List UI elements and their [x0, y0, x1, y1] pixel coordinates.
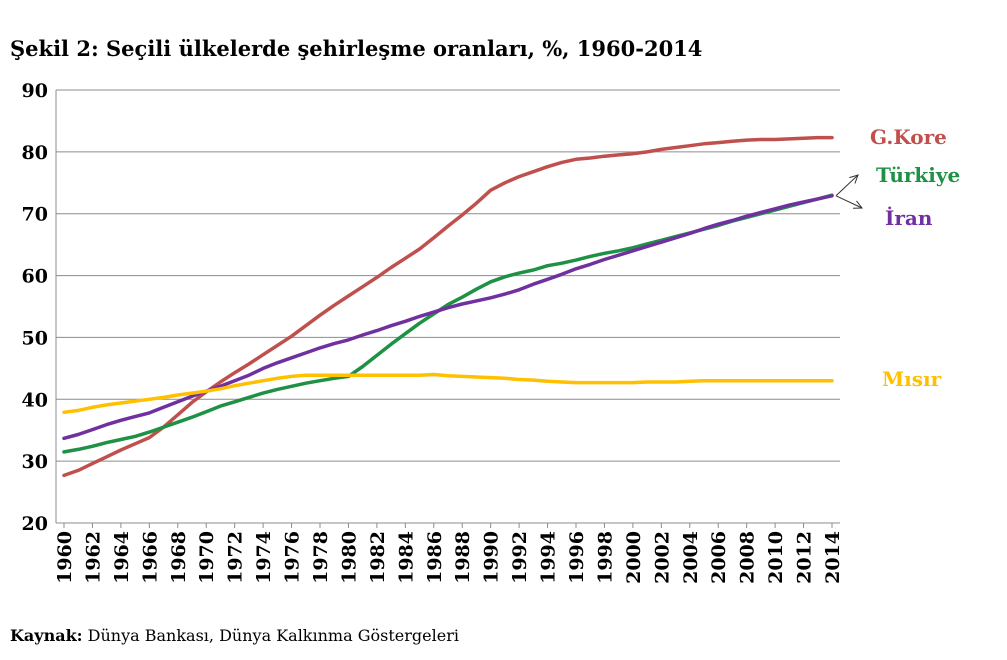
y-tick-90: 90: [22, 80, 48, 102]
y-tick-80: 80: [22, 142, 48, 164]
x-tick-1988: 1988: [452, 531, 474, 584]
x-tick-1974: 1974: [253, 531, 275, 584]
y-tick-40: 40: [22, 389, 48, 411]
y-tick-labels: 20 30 40 50 60 70 80 90: [22, 80, 48, 535]
series-label-Türkiye: Türkiye: [876, 163, 960, 187]
x-tick-1962: 1962: [82, 531, 104, 584]
x-tick-2004: 2004: [680, 531, 702, 584]
y-tick-20: 20: [22, 513, 48, 535]
arrow-to-turkiye: [835, 174, 859, 197]
x-tick-1964: 1964: [111, 531, 133, 584]
x-tick-1996: 1996: [566, 531, 588, 584]
y-tick-30: 30: [22, 451, 48, 473]
series-label-İran: İran: [885, 206, 933, 230]
x-tick-labels: 1960 1962 1964 1966 1968 1970 1972 1974 1976 1978…: [54, 531, 844, 584]
x-tick-1992: 1992: [509, 531, 531, 584]
x-tick-1972: 1972: [225, 531, 247, 584]
series-labels: G.Kore Türkiye İran Mısır: [870, 125, 960, 391]
series-line-İran: [62, 194, 834, 441]
arrow-to-iran-head: [853, 200, 864, 209]
x-tick-2010: 2010: [765, 531, 787, 584]
chart-title: Şekil 2: Seçili ülkelerde şehirleşme ora…: [10, 36, 703, 61]
gridlines: [56, 89, 840, 462]
x-tick-2014: 2014: [822, 531, 844, 584]
x-tick-1978: 1978: [310, 531, 332, 584]
x-tick-1970: 1970: [196, 531, 218, 584]
x-tick-1998: 1998: [594, 531, 616, 584]
series-label-G.Kore: G.Kore: [870, 125, 947, 149]
y-tick-70: 70: [22, 204, 48, 226]
x-tick-1980: 1980: [338, 531, 360, 584]
x-tick-1976: 1976: [282, 531, 304, 584]
x-tick-2006: 2006: [708, 531, 730, 584]
x-tick-1968: 1968: [168, 531, 190, 584]
x-tick-2000: 2000: [623, 531, 645, 584]
x-tick-2012: 2012: [794, 531, 816, 584]
source-label: Kaynak:: [10, 626, 83, 645]
x-tick-1982: 1982: [367, 531, 389, 584]
y-tick-50: 50: [22, 327, 48, 349]
x-tick-1990: 1990: [481, 531, 503, 584]
x-tick-1986: 1986: [424, 531, 446, 584]
source-text: Dünya Bankası, Dünya Kalkınma Göstergele…: [87, 626, 459, 645]
x-tick-2008: 2008: [737, 531, 759, 584]
series-line-G.Kore: [62, 135, 834, 478]
x-tick-1960: 1960: [54, 531, 76, 584]
series-lines: [62, 135, 834, 478]
arrow-to-turkiye-head: [849, 174, 859, 184]
y-tick-60: 60: [22, 266, 48, 288]
x-tick-2002: 2002: [651, 531, 673, 584]
axes: [55, 90, 840, 528]
label-arrows: [835, 174, 864, 209]
source-note: Kaynak: Dünya Bankası, Dünya Kalkınma Gö…: [10, 626, 459, 645]
x-tick-1994: 1994: [538, 531, 560, 584]
series-line-Mısır: [62, 372, 834, 415]
series-label-Mısır: Mısır: [882, 367, 942, 391]
arrow-to-iran: [835, 195, 863, 209]
x-tick-1966: 1966: [139, 531, 161, 584]
x-tick-1984: 1984: [395, 531, 417, 584]
